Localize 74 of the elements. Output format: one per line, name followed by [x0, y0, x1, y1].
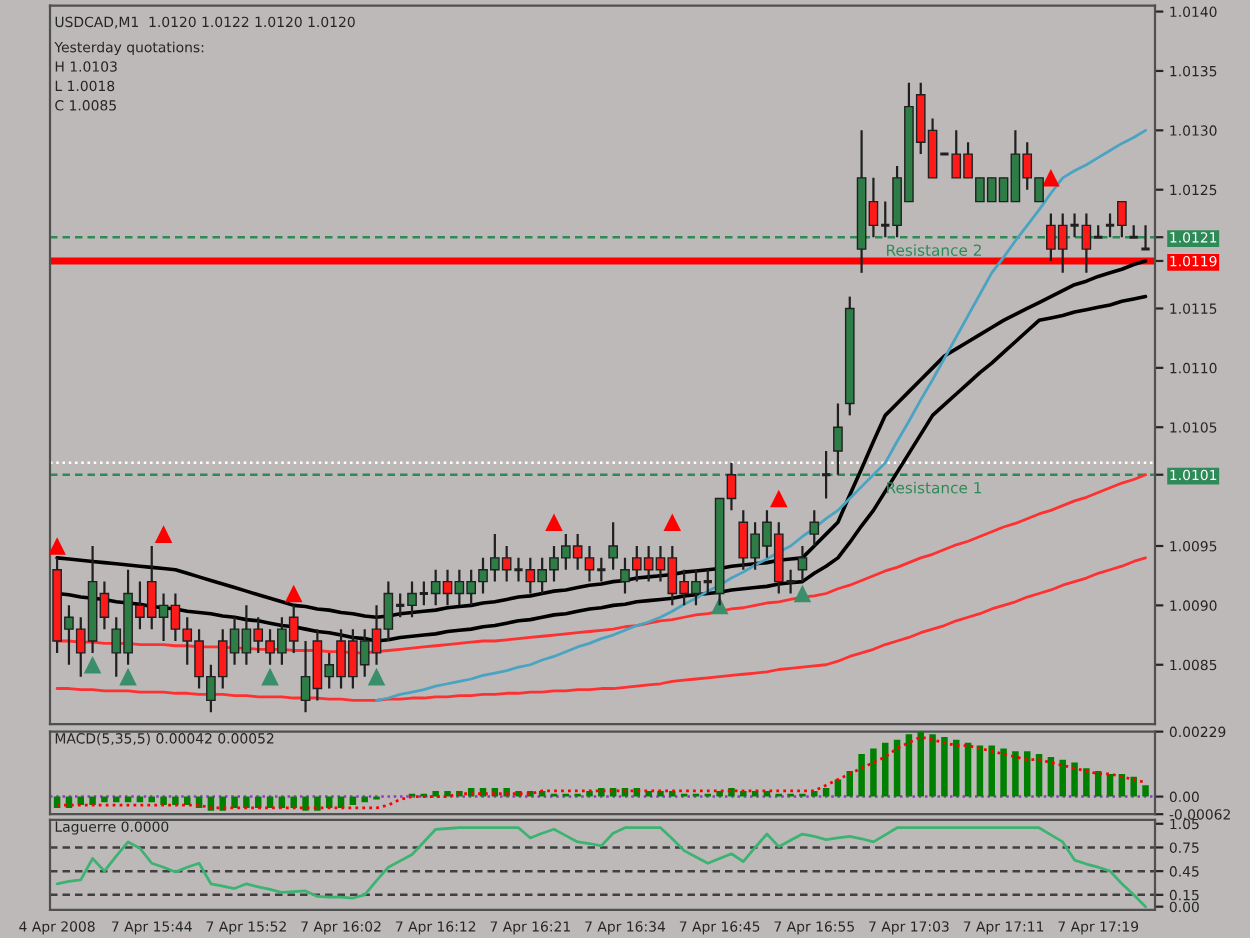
bar: [231, 796, 238, 808]
bar: [728, 788, 735, 797]
candlestick: [809, 509, 820, 548]
bar: [1012, 751, 1019, 797]
bar: [811, 790, 818, 797]
bar: [586, 790, 593, 797]
point: [261, 667, 279, 686]
point: [793, 584, 812, 603]
bar: [1000, 748, 1007, 797]
bar: [716, 790, 723, 797]
point: [284, 584, 303, 603]
bar: [893, 739, 901, 797]
bar: [929, 734, 936, 797]
point: [663, 513, 682, 532]
candlestick: [797, 544, 808, 583]
point: [545, 513, 563, 532]
candlestick: [833, 402, 843, 476]
bar: [1130, 776, 1137, 797]
bar: [669, 790, 676, 797]
bar: [976, 745, 984, 797]
point: [119, 667, 137, 686]
bar: [1142, 785, 1149, 797]
bar: [361, 796, 368, 803]
bar: [1071, 762, 1078, 797]
bar: [988, 745, 995, 797]
point: [1042, 169, 1060, 187]
bar: [302, 796, 309, 811]
bar: [834, 779, 842, 797]
bar: [751, 790, 759, 797]
point: [770, 489, 788, 508]
line-series: [55, 556, 1147, 702]
bar: [822, 788, 830, 797]
bar: [243, 796, 250, 808]
bar: [1023, 751, 1031, 797]
bar: [172, 796, 179, 806]
bar: [621, 788, 629, 797]
bar: [1059, 759, 1066, 797]
bar: [609, 788, 617, 797]
point: [83, 655, 102, 674]
point: [367, 667, 386, 686]
bar: [917, 731, 924, 797]
bar: [598, 788, 605, 797]
bar: [219, 796, 226, 811]
bar: [645, 790, 652, 797]
bar: [870, 748, 877, 797]
bar: [1047, 756, 1055, 797]
bar: [657, 790, 664, 797]
bar: [952, 739, 960, 797]
candlestick: [1139, 224, 1152, 251]
bar: [1094, 771, 1102, 797]
bar: [740, 790, 747, 797]
bar: [89, 796, 96, 806]
candlestick: [608, 521, 618, 571]
bar: [290, 796, 297, 808]
bar: [113, 796, 120, 803]
bar: [1035, 754, 1043, 797]
bar: [858, 754, 865, 797]
bar: [882, 742, 889, 797]
point: [710, 596, 729, 615]
point: [154, 525, 173, 543]
bar: [905, 734, 913, 797]
point: [50, 537, 66, 555]
line-series: [55, 735, 1147, 810]
bar: [148, 796, 155, 803]
bar: [101, 796, 108, 803]
bar: [941, 737, 948, 797]
bar: [1106, 773, 1114, 797]
bar: [1083, 768, 1090, 797]
bar: [314, 796, 321, 811]
bar: [160, 796, 167, 806]
candlestick: [820, 449, 832, 500]
bar: [763, 790, 771, 797]
line-series: [375, 128, 1147, 702]
bar: [964, 742, 972, 797]
